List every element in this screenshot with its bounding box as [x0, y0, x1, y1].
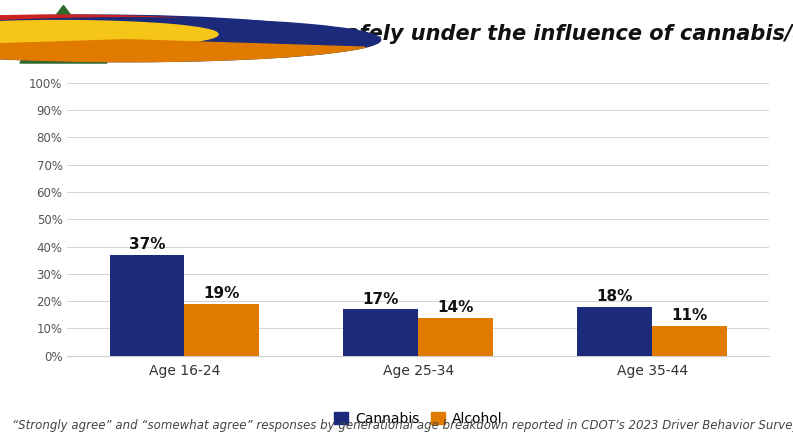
Bar	[419, 317, 493, 356]
Polygon shape	[20, 5, 107, 63]
Bar	[343, 309, 419, 356]
Bar	[184, 304, 259, 356]
Bar	[652, 326, 727, 356]
Text: 18%: 18%	[596, 289, 633, 304]
Text: 17%: 17%	[362, 292, 399, 307]
Text: 19%: 19%	[204, 286, 240, 301]
Circle shape	[0, 15, 282, 53]
Text: 11%: 11%	[672, 308, 708, 323]
Wedge shape	[0, 40, 366, 61]
Circle shape	[0, 15, 329, 56]
Text: 14%: 14%	[438, 300, 474, 315]
Bar	[109, 255, 184, 356]
Text: I can drive safely under the influence of cannabis/alcohol: I can drive safely under the influence o…	[202, 24, 793, 44]
Circle shape	[0, 20, 218, 48]
Text: “Strongly agree” and “somewhat agree” responses by generational age breakdown re: “Strongly agree” and “somewhat agree” re…	[12, 419, 793, 432]
Bar	[577, 307, 652, 356]
Legend: Cannabis, Alcohol: Cannabis, Alcohol	[329, 407, 508, 431]
Circle shape	[0, 18, 381, 61]
Text: 37%: 37%	[128, 237, 165, 252]
